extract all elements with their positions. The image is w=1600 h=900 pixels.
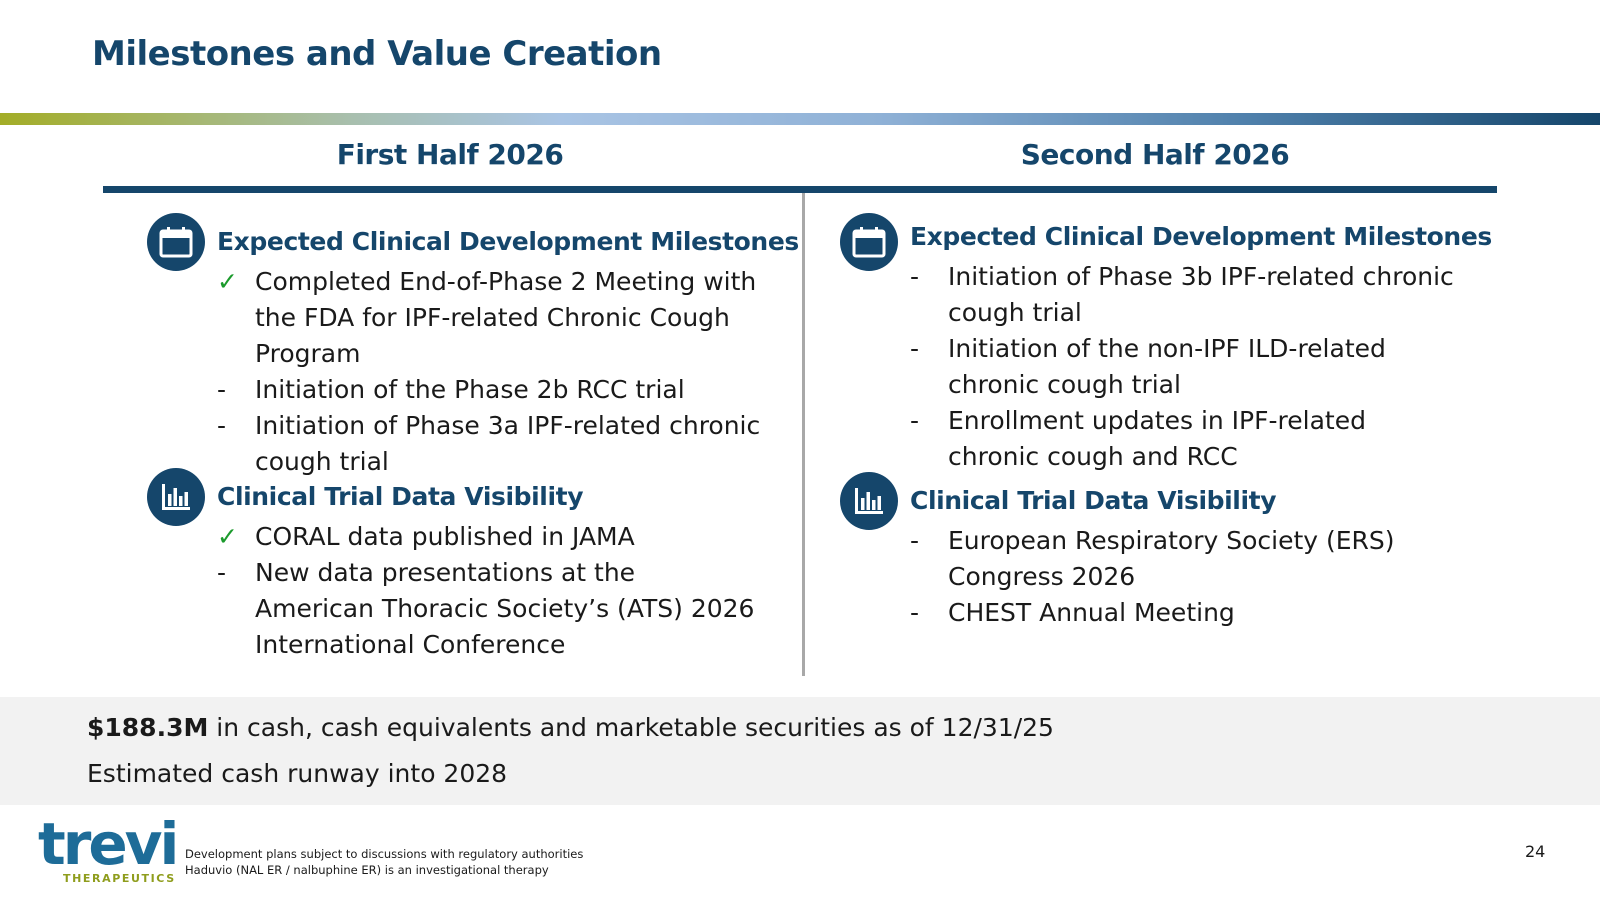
list-item: - CHEST Annual Meeting (910, 595, 1510, 631)
footnote: Development plans subject to discussions… (185, 847, 584, 861)
list-item: - Enrollment updates in IPF-related chroni… (910, 403, 1510, 475)
data-visibility-list: - European Respiratory Society (ERS) Congr… (910, 523, 1510, 631)
list-item: ✓ Completed End-of-Phase 2 Meeting with th… (217, 264, 817, 372)
list-item: - New data presentations at the American T… (217, 555, 817, 663)
page-title: Milestones and Value Creation (92, 34, 662, 74)
calendar-icon (147, 213, 205, 271)
logo-subtitle: THERAPEUTICS (63, 872, 176, 885)
dash-bullet: - (910, 334, 920, 363)
section-title: Clinical Trial Data Visibility (217, 482, 584, 511)
dash-bullet: - (217, 411, 227, 440)
dash-bullet: - (217, 558, 227, 587)
section-title: Clinical Trial Data Visibility (910, 486, 1277, 515)
column-heading-first-half: First Half 2026 (336, 138, 564, 171)
milestone-list: - Initiation of Phase 3b IPF-related chro… (910, 259, 1510, 475)
logo-wordmark: trevi (38, 810, 179, 878)
list-item: - Initiation of Phase 3a IPF-related chro… (217, 408, 817, 480)
checkmark-icon: ✓ (217, 522, 238, 551)
milestone-list: ✓ Completed End-of-Phase 2 Meeting with th… (217, 264, 817, 480)
page-number: 24 (1525, 842, 1546, 861)
dash-bullet: - (217, 375, 227, 404)
column-heading-second-half: Second Half 2026 (1020, 138, 1290, 171)
section-title: Expected Clinical Development Milestones (217, 227, 799, 256)
bar-chart-icon (147, 468, 205, 526)
cash-amount: $188.3M (87, 713, 209, 742)
section-title: Expected Clinical Development Milestones (910, 222, 1492, 251)
cash-balance-text: $188.3M in cash, cash equivalents and ma… (87, 713, 1054, 742)
column-divider (802, 193, 805, 676)
footnote: Haduvio (NAL ER / nalbuphine ER) is an i… (185, 863, 549, 877)
column-header-rule (103, 186, 1497, 193)
dash-bullet: - (910, 262, 920, 291)
data-visibility-list: ✓ CORAL data published in JAMA - New data … (217, 519, 817, 663)
dash-bullet: - (910, 526, 920, 555)
list-item: ✓ CORAL data published in JAMA (217, 519, 817, 555)
calendar-icon (840, 213, 898, 271)
list-item: - Initiation of the non-IPF ILD-related ch… (910, 331, 1510, 403)
cash-runway-text: Estimated cash runway into 2028 (87, 759, 508, 788)
dash-bullet: - (910, 598, 920, 627)
cash-summary-band (0, 697, 1600, 805)
title-gradient-rule (0, 113, 1600, 125)
checkmark-icon: ✓ (217, 267, 238, 296)
trevi-logo: trevi THERAPEUTICS (38, 810, 179, 887)
list-item: - Initiation of the Phase 2b RCC trial (217, 372, 817, 408)
dash-bullet: - (910, 406, 920, 435)
list-item: - European Respiratory Society (ERS) Congr… (910, 523, 1510, 595)
bar-chart-icon (840, 472, 898, 530)
list-item: - Initiation of Phase 3b IPF-related chro… (910, 259, 1510, 331)
